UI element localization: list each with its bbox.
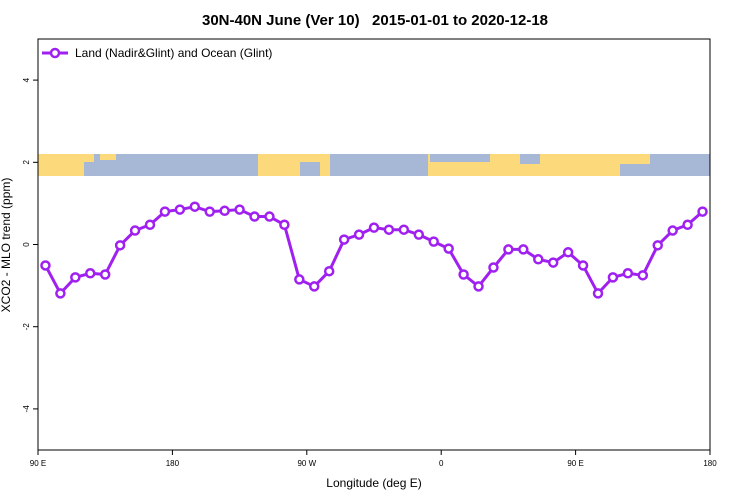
- point: [219, 205, 230, 217]
- land: [38, 154, 84, 176]
- point: [129, 225, 141, 236]
- point: [577, 260, 589, 271]
- x-tick-label: 180: [703, 459, 717, 468]
- series-line: [44, 205, 704, 295]
- x-tick-label: 180: [166, 459, 180, 468]
- point: [264, 211, 275, 222]
- point: [697, 206, 708, 217]
- map-band: [38, 154, 710, 176]
- point: [294, 274, 305, 285]
- y-tick-label: -2: [22, 323, 31, 331]
- y-tick-label: 4: [22, 77, 31, 82]
- y-tick-label: -4: [22, 405, 31, 413]
- y-axis-label: XCO2 - MLO trend (ppm): [0, 178, 13, 313]
- y-tick-label: 2: [22, 160, 31, 165]
- ocean: [300, 162, 320, 176]
- point: [353, 229, 365, 240]
- x-tick-label: 90 E: [567, 459, 583, 468]
- point: [70, 272, 81, 283]
- point: [114, 240, 126, 251]
- point: [174, 204, 186, 215]
- point: [637, 270, 649, 281]
- point: [204, 206, 215, 217]
- land: [100, 154, 116, 160]
- point: [383, 224, 395, 235]
- point: [55, 288, 66, 299]
- point: [443, 243, 454, 254]
- land: [620, 154, 650, 164]
- point: [562, 247, 574, 258]
- ocean: [430, 154, 490, 162]
- point: [503, 244, 514, 255]
- point: [473, 281, 484, 292]
- point: [189, 201, 201, 212]
- point: [159, 206, 171, 217]
- x-tick-label: 0: [439, 459, 444, 468]
- point: [667, 225, 678, 236]
- point: [682, 219, 693, 231]
- point: [607, 272, 619, 283]
- point: [592, 288, 604, 299]
- x-tick-label: 90 E: [30, 459, 46, 468]
- point: [249, 211, 260, 222]
- point: [323, 265, 335, 277]
- point: [518, 244, 529, 255]
- point: [428, 236, 439, 247]
- point: [398, 224, 410, 235]
- x-tick-label: 90 W: [297, 459, 316, 468]
- point: [144, 219, 156, 231]
- point: [309, 281, 320, 292]
- y-tick-label: 0: [22, 242, 31, 247]
- point: [85, 268, 96, 279]
- point: [622, 268, 634, 279]
- point: [547, 257, 559, 268]
- point: [234, 204, 245, 215]
- chart-title: 30N-40N June (Ver 10) 2015-01-01 to 2020…: [202, 12, 548, 29]
- point: [279, 219, 290, 231]
- point: [40, 260, 51, 271]
- point: [413, 229, 425, 240]
- point: [533, 254, 544, 265]
- point: [652, 240, 663, 251]
- legend-marker: [49, 47, 61, 59]
- point: [338, 234, 350, 245]
- point: [368, 222, 380, 233]
- point: [99, 269, 111, 280]
- x-axis-label: Longitude (deg E): [326, 476, 421, 490]
- point: [458, 269, 469, 280]
- ocean: [520, 154, 540, 164]
- land: [84, 154, 94, 162]
- legend-label: Land (Nadir&Glint) and Ocean (Glint): [75, 46, 272, 60]
- point: [488, 262, 499, 273]
- plot-frame: [37, 38, 711, 451]
